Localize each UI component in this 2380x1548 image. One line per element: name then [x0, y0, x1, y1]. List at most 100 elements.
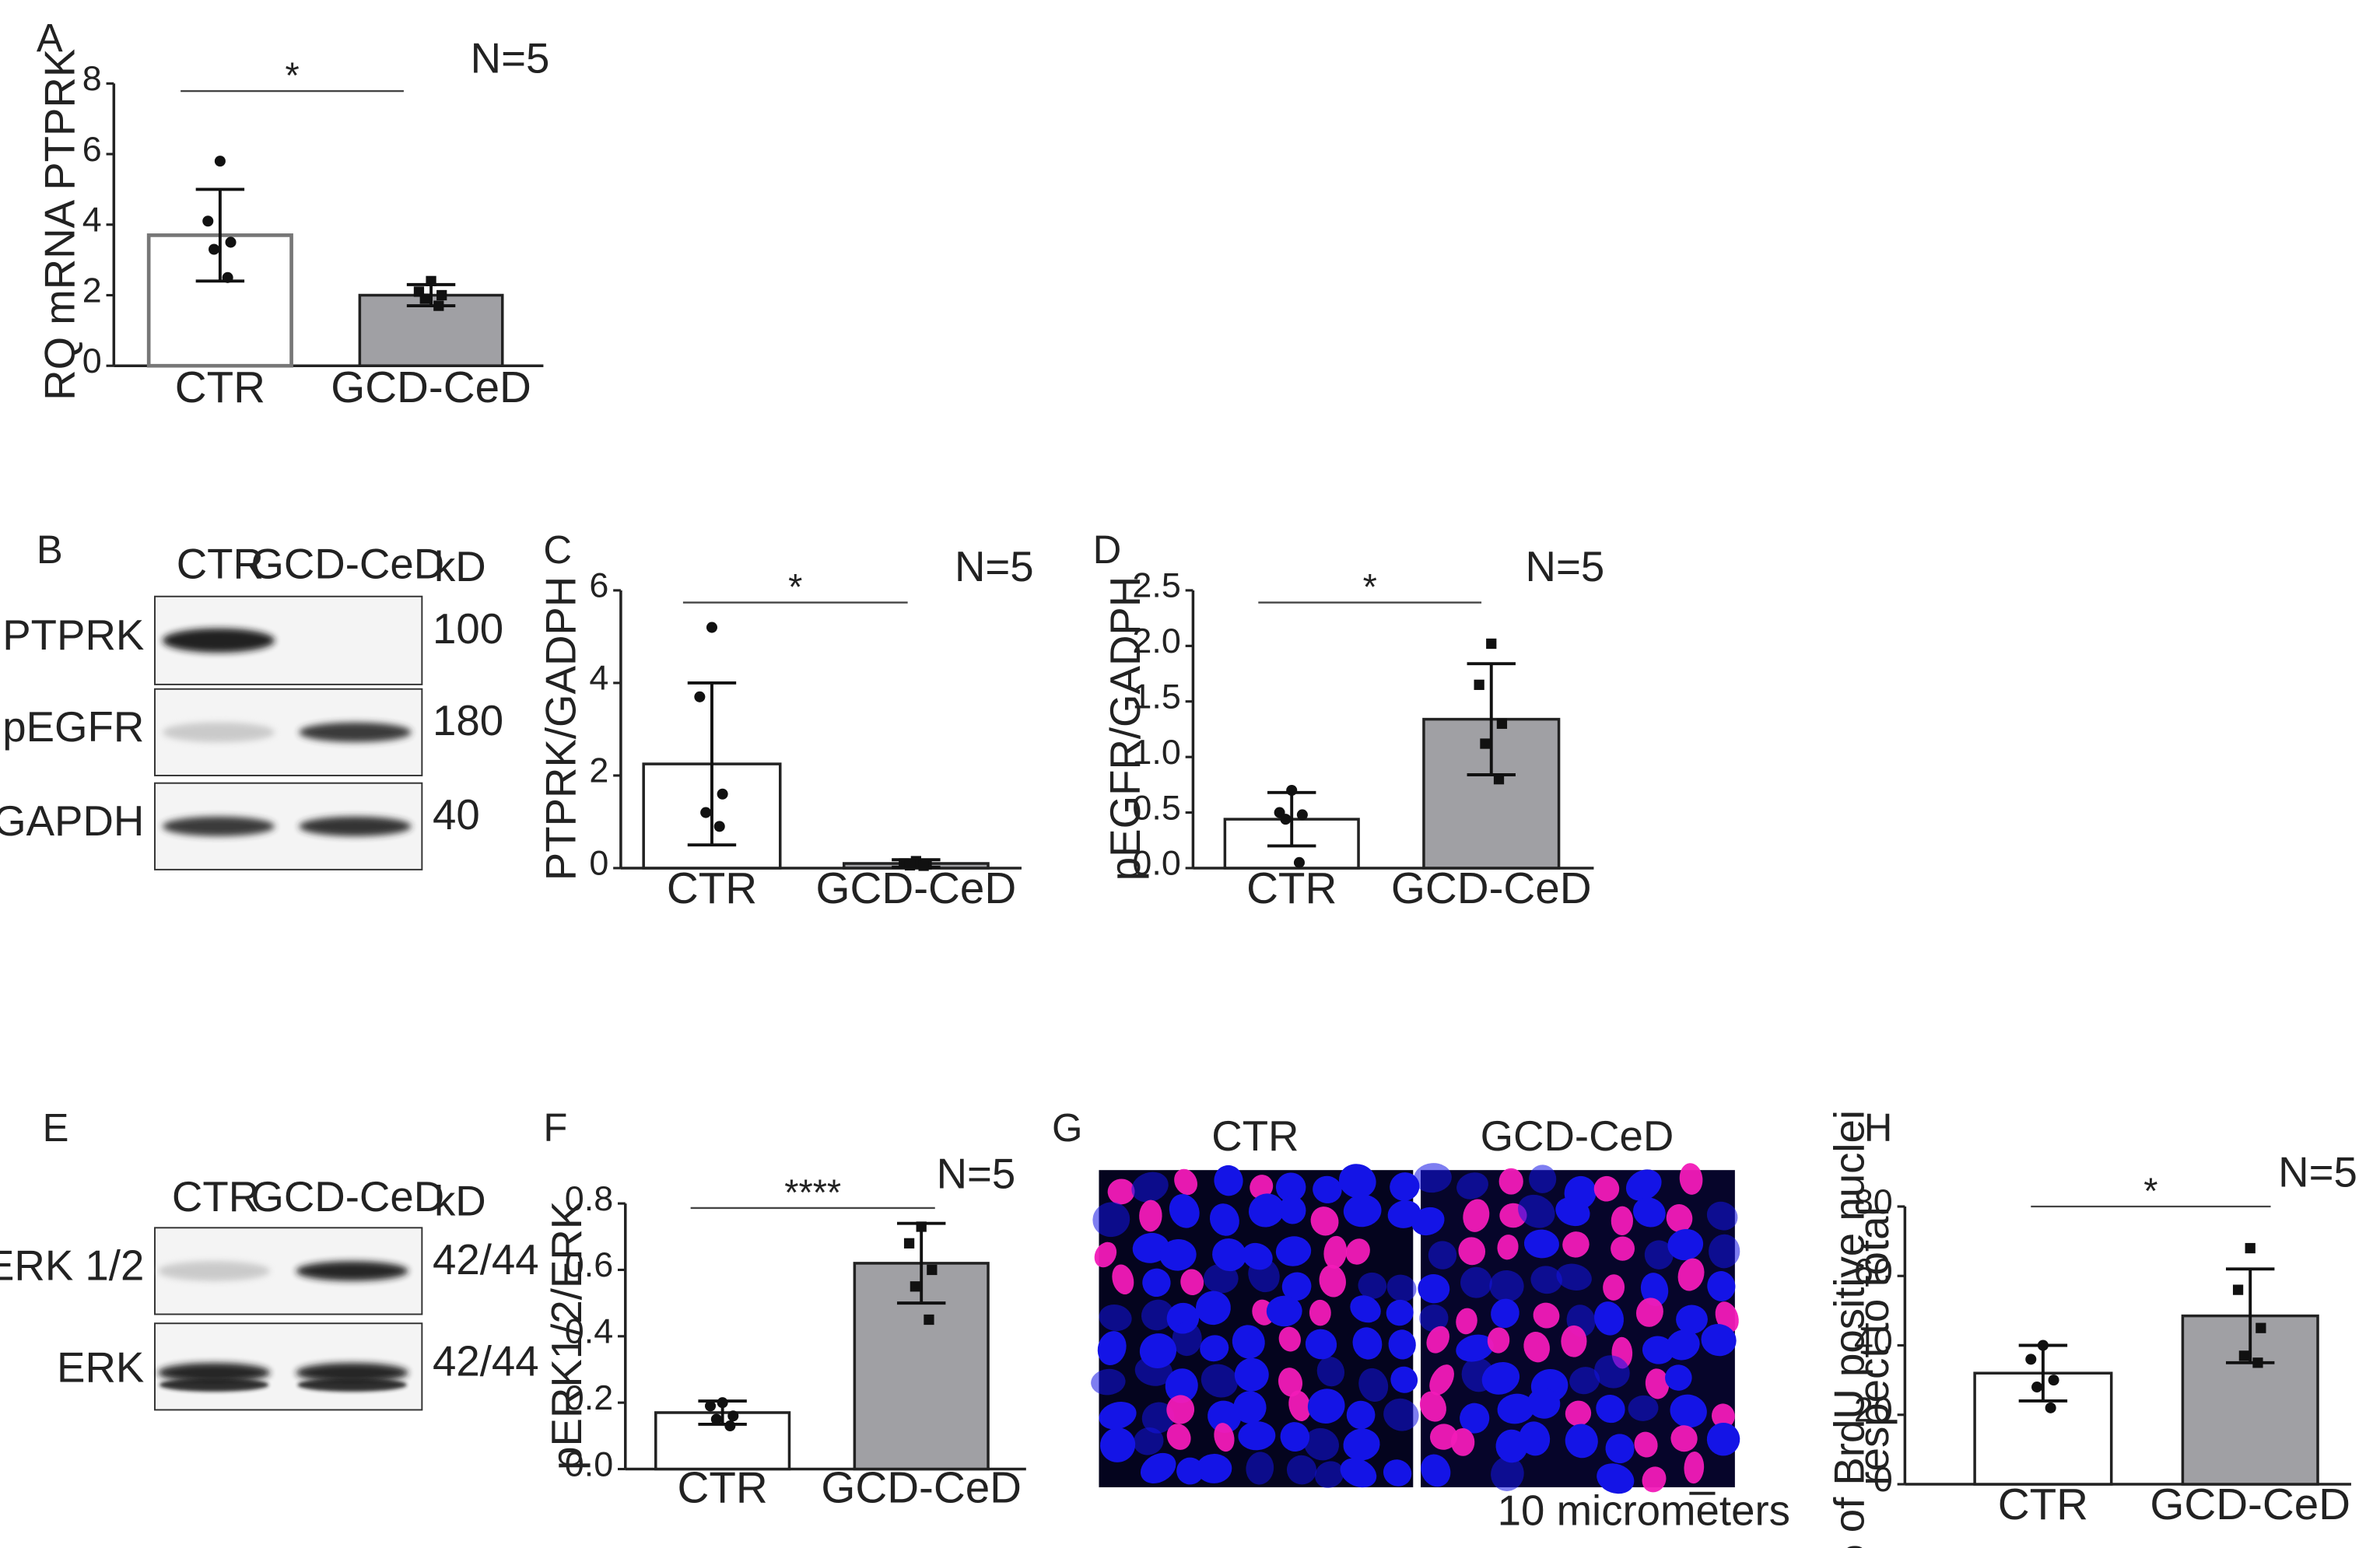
nucleus — [1131, 1172, 1169, 1203]
nucleus — [1632, 1197, 1666, 1228]
blot-row-label: GAPDH — [0, 797, 144, 845]
panel-letter-h: H — [1864, 1105, 1893, 1150]
brdu-positive-nucleus — [1712, 1403, 1735, 1429]
nucleus — [1214, 1165, 1243, 1196]
nucleus — [1489, 1270, 1524, 1302]
nucleus — [1133, 1427, 1164, 1455]
nucleus — [1605, 1434, 1635, 1464]
nucleus — [1275, 1172, 1306, 1203]
brdu-positive-nucleus — [1645, 1368, 1670, 1399]
y-tick-label: 80 — [1854, 1182, 1893, 1221]
brdu-positive-nucleus — [1666, 1204, 1693, 1233]
brdu-positive-nucleus — [1463, 1199, 1490, 1232]
nucleus — [1140, 1452, 1176, 1483]
data-point — [222, 271, 233, 283]
nucleus — [1411, 1207, 1445, 1236]
data-point — [2025, 1354, 2037, 1365]
data-point — [1493, 774, 1505, 785]
nucleus — [1246, 1452, 1274, 1485]
blot-band — [299, 816, 412, 836]
blot-row-label: ERK — [57, 1343, 144, 1391]
y-tick-label: 0.5 — [1132, 787, 1180, 827]
nucleus — [1305, 1329, 1337, 1360]
blot-b-lane-ctr: CTR — [177, 540, 264, 587]
nucleus — [1091, 1368, 1126, 1396]
brdu-positive-nucleus — [1094, 1242, 1117, 1268]
nucleus — [1707, 1271, 1736, 1301]
nucleus — [1456, 1334, 1494, 1362]
chart-f: 0.0 0.2 0.4 0.6 0.8 CTR GCD-CeD **** N=5 pERK1/2/… — [543, 1150, 1026, 1511]
data-point — [916, 1221, 927, 1232]
nucleus — [1523, 1229, 1559, 1259]
data-point — [713, 821, 725, 832]
nucleus — [1275, 1236, 1312, 1266]
nucleus — [1340, 1458, 1377, 1488]
brdu-positive-nucleus — [1450, 1427, 1475, 1456]
nucleus — [1234, 1357, 1269, 1392]
nucleus — [1628, 1395, 1659, 1421]
brdu-positive-nucleus — [1523, 1331, 1550, 1363]
y-tick-label: 0 — [82, 341, 102, 380]
nucleus — [1665, 1364, 1692, 1391]
category-label: GCD-CeD — [331, 362, 531, 412]
blot-band — [159, 1378, 269, 1392]
nucleus — [1165, 1368, 1198, 1403]
brdu-positive-nucleus — [1214, 1423, 1235, 1452]
nucleus — [1593, 1301, 1625, 1336]
nucleus — [1099, 1304, 1132, 1332]
blot-b-lane-gcd: GCD-CeD — [251, 540, 444, 587]
blot-band — [296, 1362, 408, 1383]
y-tick-label: 2 — [589, 751, 608, 790]
n-label: N=5 — [937, 1150, 1016, 1198]
nucleus — [1701, 1324, 1737, 1357]
data-point — [1286, 784, 1298, 797]
panel-letter-d: D — [1093, 527, 1122, 572]
n-label: N=5 — [2278, 1149, 2357, 1196]
chart-c: 0 2 4 6 CTR GCD-CeD * N=5 PTPRK/GADPH — [537, 543, 1033, 912]
y-tick-label: 0 — [589, 843, 608, 883]
nucleus — [1248, 1258, 1280, 1293]
blot-row-label: PTPRK — [2, 611, 144, 659]
nucleus — [1248, 1193, 1285, 1228]
brdu-positive-nucleus — [1180, 1269, 1204, 1295]
brdu-positive-nucleus — [1107, 1179, 1135, 1205]
y-axis-label: RQ mRNA PTPRK — [37, 49, 84, 401]
y-tick-label: 40 — [1854, 1320, 1893, 1360]
nucleus — [1176, 1457, 1204, 1485]
panel-letter-e: E — [43, 1105, 69, 1150]
nucleus — [1625, 1169, 1662, 1201]
brdu-positive-nucleus — [1288, 1390, 1311, 1421]
blot-kd-label: 40 — [433, 791, 480, 839]
nucleus — [1172, 1322, 1202, 1357]
nucleus — [1644, 1240, 1674, 1270]
brdu-positive-nucleus — [1429, 1364, 1454, 1396]
y-tick-label: 0 — [1874, 1459, 1893, 1499]
nucleus — [1208, 1400, 1242, 1434]
nucleus — [1594, 1355, 1630, 1389]
y-tick-label: 8 — [82, 58, 102, 98]
chart-d: 0.0 0.5 1.0 1.5 2.0 2.5 CTR GCD-CeD * N=5 pEGFR/GA… — [1102, 543, 1604, 912]
nucleus — [1709, 1234, 1740, 1269]
nucleus — [1212, 1238, 1246, 1272]
data-point — [202, 215, 214, 227]
blot-band — [299, 722, 412, 743]
data-point — [1293, 856, 1305, 868]
data-point — [419, 293, 430, 304]
micrograph-g: CTR GCD-CeD 10 micrometers — [1091, 1112, 1790, 1535]
data-point — [433, 300, 444, 311]
data-point — [2031, 1382, 2043, 1393]
nucleus — [1142, 1268, 1171, 1298]
nucleus — [1390, 1172, 1420, 1201]
significance-marker: * — [285, 55, 299, 96]
brdu-positive-nucleus — [1593, 1175, 1620, 1202]
blot-row-label: pEGFR — [2, 703, 144, 751]
nucleus — [1233, 1391, 1267, 1424]
category-label: CTR — [175, 362, 265, 412]
data-point — [214, 156, 226, 167]
nucleus — [1386, 1299, 1414, 1326]
brdu-positive-nucleus — [1278, 1368, 1303, 1397]
panel-letter-b: B — [37, 527, 63, 572]
nucleus — [1203, 1263, 1239, 1294]
brdu-positive-nucleus — [1429, 1424, 1458, 1450]
